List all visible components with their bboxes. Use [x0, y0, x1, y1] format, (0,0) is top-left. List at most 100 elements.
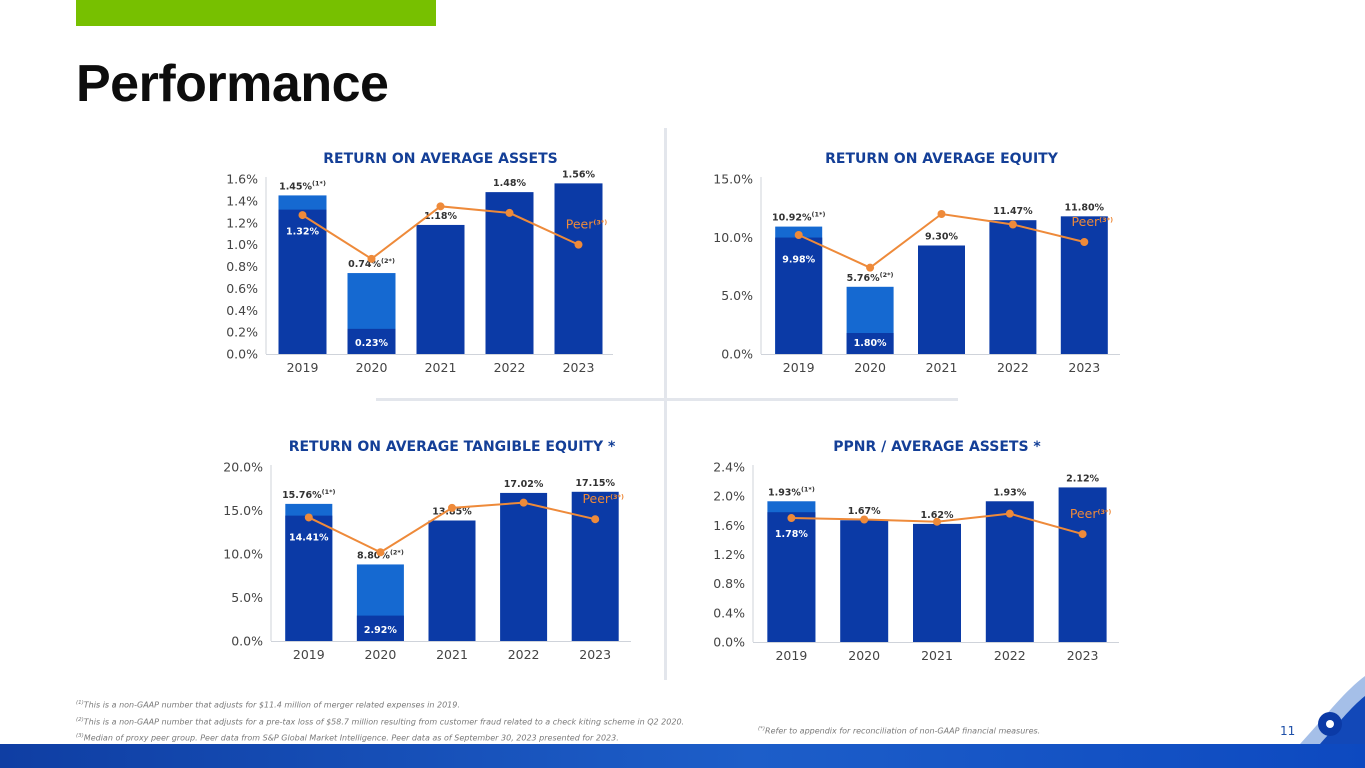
bar-reported: [1058, 487, 1107, 642]
y-tick-label: 20.0%: [223, 460, 263, 475]
y-tick-label: 10.0%: [223, 547, 263, 562]
bar-reported: [989, 220, 1037, 354]
x-tick-label: 2020: [848, 648, 880, 663]
y-tick-label: 15.0%: [223, 503, 263, 518]
chart-return-on-average-equity: RETURN ON AVERAGE EQUITY 0.0% 5.0% 10.0% 15.…: [690, 140, 1130, 380]
y-tick-label: 0.6%: [226, 281, 258, 296]
brand-logo-icon: [1300, 676, 1365, 744]
data-label-reported: 1.62%: [921, 510, 954, 521]
x-tick-label: 2019: [287, 360, 319, 375]
x-tick-label: 2021: [926, 360, 958, 375]
data-label-adjusted: 10.92%(1*): [772, 211, 825, 224]
data-label-adjusted: 1.93%(1*): [768, 485, 815, 498]
peer-point: [1005, 509, 1014, 518]
y-tick-label: 5.0%: [231, 590, 263, 605]
peer-point: [787, 514, 796, 523]
bar-reported: [775, 237, 823, 354]
y-tick-label: 0.0%: [721, 347, 753, 362]
data-label-reported: 1.80%: [854, 338, 887, 349]
peer-point: [448, 503, 456, 512]
peer-label: Peer(3*): [1070, 506, 1112, 521]
x-tick-label: 2022: [997, 360, 1029, 375]
x-tick-label: 2021: [436, 647, 468, 662]
x-tick-label: 2020: [356, 360, 388, 375]
y-tick-label: 10.0%: [713, 230, 753, 245]
data-label-reported: 9.98%: [782, 255, 815, 266]
data-label-adjusted: 15.76%(1*): [282, 488, 335, 501]
chart-svg: RETURN ON AVERAGE EQUITY 0.0% 5.0% 10.0% 15.…: [713, 151, 1120, 375]
y-tick-label: 1.6%: [226, 172, 258, 187]
x-tick-label: 2019: [775, 648, 807, 663]
data-label-reported: 1.18%: [424, 211, 457, 222]
peer-point: [1080, 238, 1089, 246]
chart-title: PPNR / AVERAGE ASSETS *: [833, 439, 1041, 455]
y-tick-label: 0.4%: [713, 605, 745, 620]
x-tick-label: 2020: [364, 647, 396, 662]
peer-label: Peer(3*): [566, 217, 608, 232]
y-tick-label: 1.0%: [226, 237, 258, 252]
peer-label: Peer(3*): [582, 491, 624, 506]
data-label-reported: 11.47%: [993, 206, 1033, 217]
x-tick-label: 2023: [1067, 648, 1099, 663]
appendix-note: (*)Refer to appendix for reconciliation …: [758, 726, 1041, 736]
horizontal-divider: [376, 398, 958, 401]
y-tick-label: 2.0%: [713, 489, 745, 504]
data-label-reported: 13.85%: [432, 507, 472, 518]
peer-point: [933, 517, 941, 526]
y-tick-label: 0.0%: [226, 347, 258, 362]
y-tick-label: 1.6%: [713, 518, 745, 533]
data-label-reported: 0.23%: [355, 338, 388, 349]
page-number: 11: [1280, 724, 1296, 738]
bar-reported: [918, 245, 965, 354]
peer-point: [298, 211, 307, 220]
data-label-reported: 17.15%: [575, 478, 615, 489]
footnotes: (1)This is a non-GAAP number that adjust…: [76, 696, 796, 746]
y-tick-label: 1.2%: [713, 547, 745, 562]
x-tick-label: 2023: [563, 360, 595, 375]
bar-reported: [913, 523, 961, 642]
bar-reported: [485, 192, 534, 354]
data-label-reported: 14.41%: [289, 533, 329, 544]
data-label-reported: 1.32%: [286, 227, 319, 238]
bar-reported: [840, 520, 889, 642]
bar-reported: [554, 183, 603, 354]
bar-reported: [571, 491, 619, 641]
x-tick-label: 2023: [579, 647, 611, 662]
bar-reported: [428, 520, 476, 641]
chart-return-on-average-tangible-equity: RETURN ON AVERAGE TANGIBLE EQUITY * 0.0% 5…: [210, 428, 650, 668]
bar-reported: [278, 209, 327, 354]
x-tick-label: 2021: [921, 648, 953, 663]
data-label-reported: 1.67%: [848, 506, 881, 517]
bar-reported: [347, 328, 396, 354]
peer-point: [937, 210, 946, 218]
bar-reported: [285, 515, 333, 641]
peer-label: Peer(3*): [1072, 214, 1114, 229]
page-title: Performance: [76, 55, 389, 113]
y-tick-label: 1.4%: [226, 193, 258, 208]
y-tick-label: 5.0%: [721, 288, 753, 303]
chart-ppnr-average-assets: PPNR / AVERAGE ASSETS * 0.0% 0.4% 0.8% 1.2% 1…: [690, 428, 1130, 668]
data-label-adjusted: 0.74%(2*): [348, 257, 395, 270]
data-label-reported: 2.12%: [1066, 473, 1099, 484]
y-tick-label: 0.0%: [713, 635, 745, 650]
peer-point: [860, 515, 869, 524]
x-tick-label: 2022: [508, 647, 540, 662]
x-tick-label: 2022: [994, 648, 1026, 663]
peer-point: [436, 202, 445, 211]
chart-title: RETURN ON AVERAGE TANGIBLE EQUITY *: [289, 439, 616, 455]
data-label-reported: 1.78%: [775, 529, 808, 540]
peer-point: [591, 515, 600, 524]
chart-svg: RETURN ON AVERAGE ASSETS 0.0% 0.2% 0.4% 0.6%…: [226, 151, 613, 375]
peer-point: [794, 231, 803, 239]
x-tick-label: 2023: [1068, 360, 1100, 375]
data-label-adjusted: 5.76%(2*): [847, 271, 894, 284]
x-tick-label: 2019: [783, 360, 815, 375]
chart-title: RETURN ON AVERAGE EQUITY: [825, 151, 1059, 167]
bar-reported: [500, 492, 548, 641]
bar-reported: [985, 501, 1034, 642]
peer-point: [519, 498, 528, 507]
footer-band: [0, 744, 1365, 768]
data-label-reported: 1.93%: [993, 487, 1026, 498]
data-label-reported: 17.02%: [504, 479, 544, 490]
data-label-reported: 9.30%: [925, 232, 958, 243]
